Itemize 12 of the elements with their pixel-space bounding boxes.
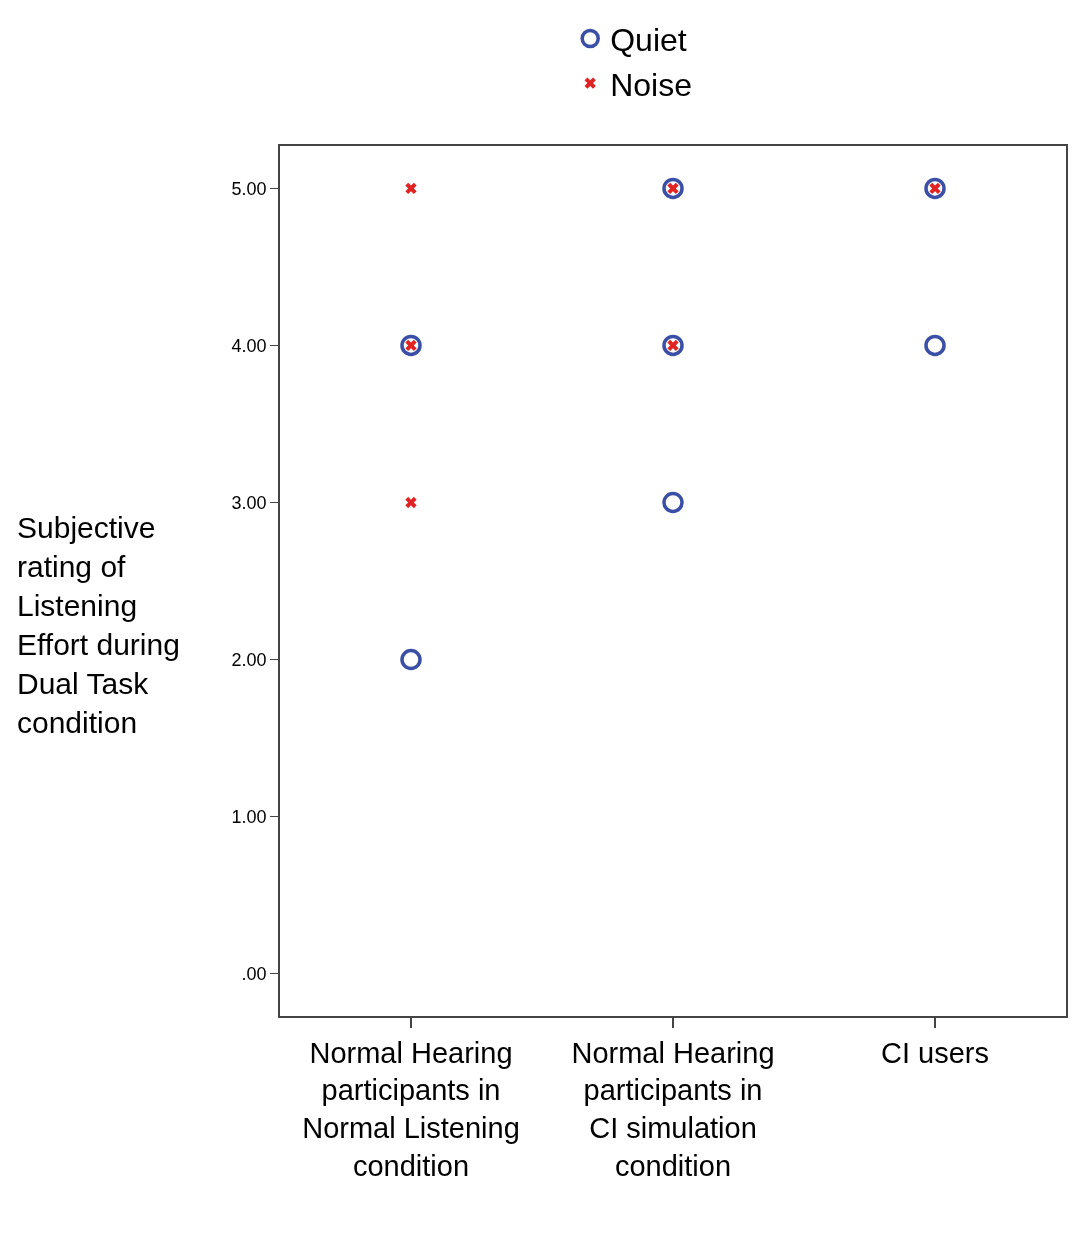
x-tick-label: Normal Hearing participants in CI simulation condition <box>571 1036 775 1182</box>
y-axis-title: Subjective rating of Listening Effort during Dual Task condition <box>17 511 180 739</box>
legend-label: Quiet <box>610 21 687 58</box>
x-tick-label: CI users <box>881 1036 989 1069</box>
legend-label: Noise <box>610 66 693 103</box>
y-tick-label: 4.00 <box>231 335 267 356</box>
y-tick-label: .00 <box>241 963 267 984</box>
x-tick-label: Normal Hearing participants in Normal Listening condition <box>302 1036 520 1182</box>
y-tick-label: 3.00 <box>231 492 267 513</box>
y-tick-label: 1.00 <box>231 806 267 827</box>
y-tick-label: 5.00 <box>231 178 267 199</box>
y-tick-label: 2.00 <box>231 649 267 670</box>
